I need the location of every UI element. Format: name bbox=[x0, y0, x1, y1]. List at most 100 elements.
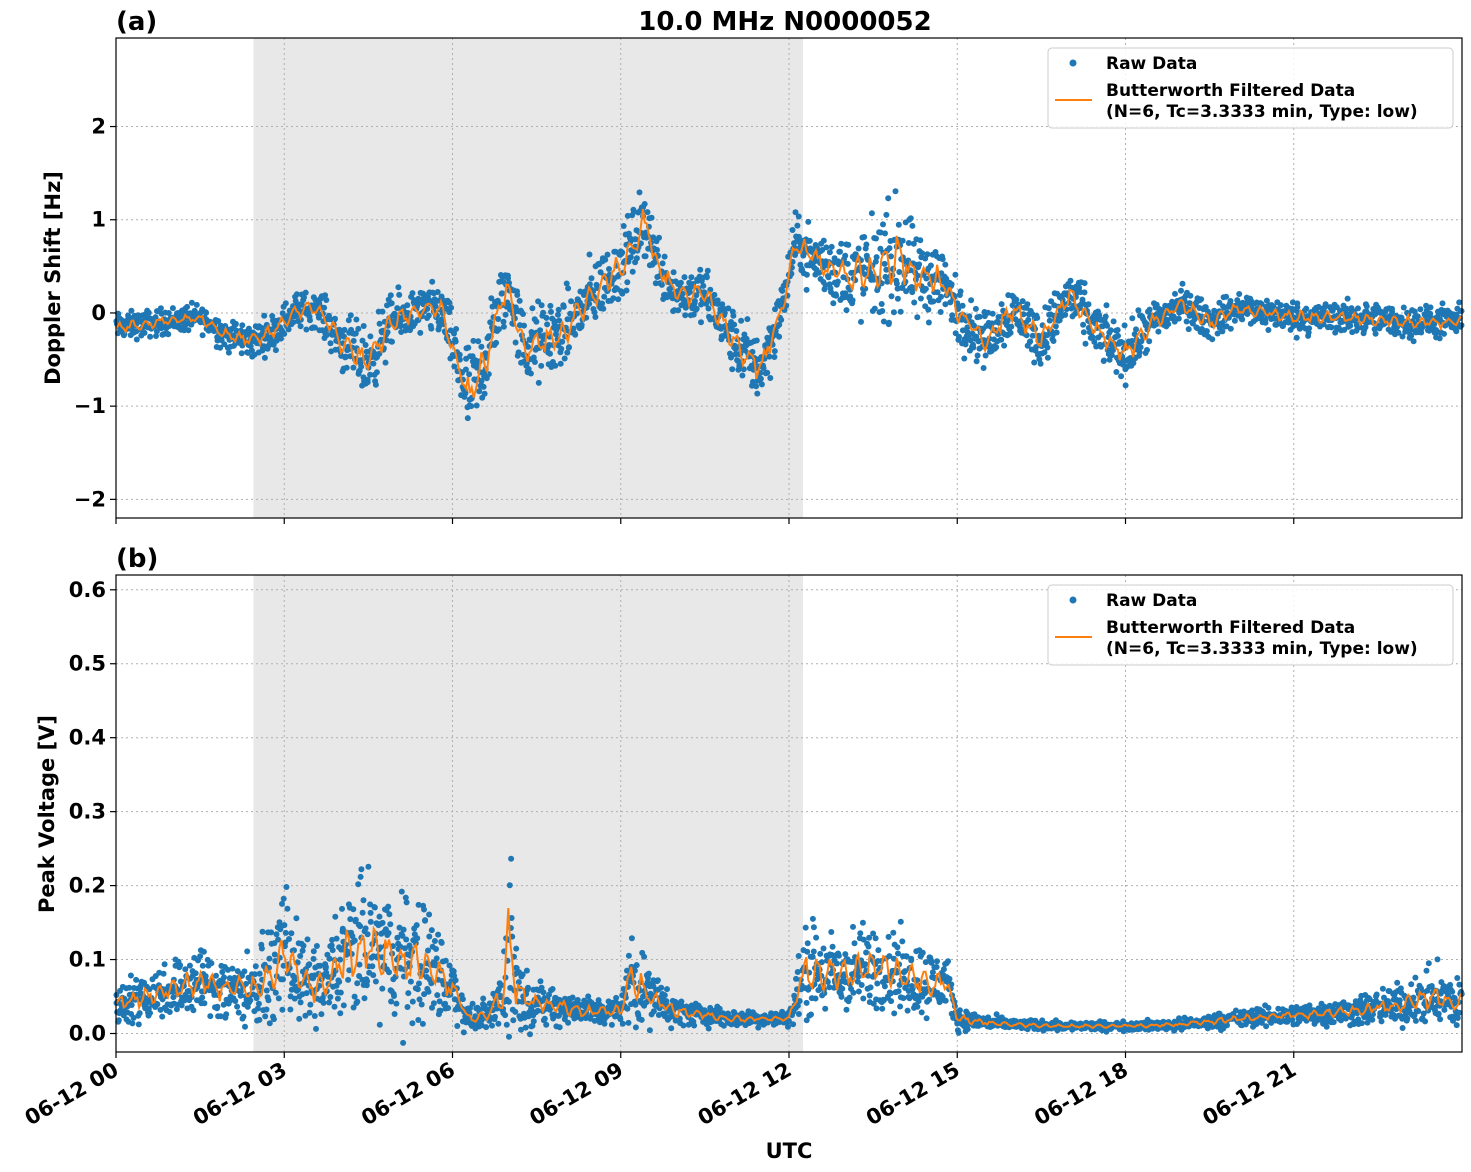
raw-data-point bbox=[359, 337, 366, 344]
raw-data-point bbox=[1265, 327, 1272, 333]
raw-data-point bbox=[886, 953, 893, 960]
raw-data-point bbox=[821, 990, 828, 997]
raw-data-point bbox=[525, 366, 532, 372]
raw-data-point bbox=[957, 288, 964, 295]
raw-data-point bbox=[475, 338, 482, 345]
raw-data-point bbox=[327, 340, 334, 347]
raw-data-point bbox=[691, 1022, 698, 1029]
raw-data-point bbox=[753, 383, 760, 390]
raw-data-point bbox=[470, 337, 477, 344]
raw-data-point bbox=[450, 968, 457, 975]
raw-data-point bbox=[510, 1017, 517, 1024]
raw-data-point bbox=[677, 279, 684, 286]
raw-data-point bbox=[812, 995, 819, 1002]
raw-data-point bbox=[546, 991, 552, 998]
raw-data-point bbox=[873, 1005, 880, 1012]
raw-data-point bbox=[362, 925, 369, 932]
raw-data-point bbox=[858, 982, 865, 988]
raw-data-point bbox=[973, 333, 980, 340]
raw-data-point bbox=[403, 899, 410, 906]
raw-data-point bbox=[397, 323, 404, 330]
raw-data-point bbox=[244, 1003, 251, 1010]
raw-data-point bbox=[1046, 317, 1053, 324]
raw-data-point bbox=[555, 311, 561, 318]
raw-data-point bbox=[293, 291, 300, 298]
raw-data-point bbox=[1081, 289, 1088, 296]
raw-data-point bbox=[428, 325, 435, 332]
raw-data-point bbox=[686, 289, 693, 295]
raw-data-point bbox=[705, 1025, 712, 1032]
raw-data-point bbox=[317, 962, 324, 969]
raw-data-point bbox=[917, 237, 924, 244]
raw-data-point bbox=[794, 1002, 801, 1009]
filtered-data-line bbox=[115, 208, 1463, 398]
raw-data-point bbox=[555, 306, 562, 313]
raw-data-point bbox=[940, 966, 947, 973]
raw-data-point bbox=[482, 350, 489, 357]
raw-data-point bbox=[1293, 334, 1300, 341]
raw-data-point bbox=[304, 936, 311, 943]
raw-data-point bbox=[169, 305, 176, 312]
raw-data-point bbox=[868, 210, 875, 217]
raw-data-point bbox=[645, 970, 652, 977]
raw-data-point bbox=[376, 320, 383, 327]
raw-data-point bbox=[345, 317, 352, 324]
raw-data-point bbox=[861, 234, 868, 240]
raw-data-point bbox=[434, 992, 441, 999]
raw-data-point bbox=[284, 905, 291, 912]
raw-data-point bbox=[843, 307, 850, 314]
raw-data-point bbox=[153, 328, 160, 335]
raw-data-point bbox=[355, 325, 362, 332]
raw-data-point bbox=[1294, 304, 1301, 311]
raw-data-point bbox=[518, 1026, 524, 1033]
raw-data-point bbox=[688, 274, 695, 281]
raw-data-point bbox=[890, 929, 897, 936]
raw-data-point bbox=[199, 994, 206, 1001]
raw-data-point bbox=[535, 298, 542, 305]
raw-data-point bbox=[464, 415, 471, 422]
raw-data-point bbox=[208, 960, 215, 967]
raw-data-point bbox=[595, 997, 602, 1004]
raw-data-point bbox=[1146, 338, 1153, 345]
raw-data-point bbox=[466, 371, 473, 378]
raw-data-point bbox=[968, 297, 975, 304]
raw-data-point bbox=[720, 1022, 727, 1029]
raw-data-point bbox=[275, 995, 282, 1002]
raw-data-point bbox=[624, 967, 630, 974]
raw-data-point bbox=[883, 211, 890, 218]
raw-data-point bbox=[367, 371, 374, 378]
raw-data-point bbox=[625, 1019, 632, 1026]
raw-data-point bbox=[1422, 312, 1429, 319]
raw-data-point bbox=[1136, 349, 1143, 356]
raw-data-point bbox=[1170, 313, 1177, 320]
raw-data-point bbox=[358, 363, 365, 370]
raw-data-point bbox=[685, 1021, 692, 1028]
raw-data-point bbox=[785, 1017, 792, 1024]
raw-data-point bbox=[311, 324, 318, 331]
raw-data-point bbox=[1436, 335, 1443, 342]
raw-data-point bbox=[663, 998, 670, 1005]
raw-data-point bbox=[258, 945, 265, 952]
raw-data-point bbox=[290, 319, 297, 326]
raw-data-point bbox=[270, 1016, 277, 1023]
raw-data-point bbox=[749, 378, 756, 385]
raw-data-point bbox=[285, 326, 292, 333]
raw-data-point bbox=[923, 1015, 930, 1022]
raw-data-point bbox=[902, 968, 908, 975]
raw-data-point bbox=[753, 337, 760, 344]
raw-data-point bbox=[505, 275, 511, 282]
raw-data-point bbox=[234, 1003, 241, 1010]
raw-data-point bbox=[343, 364, 350, 371]
raw-data-point bbox=[795, 213, 802, 220]
raw-data-point bbox=[564, 349, 571, 356]
raw-data-point bbox=[407, 978, 414, 985]
raw-data-point bbox=[199, 332, 206, 339]
raw-data-point bbox=[359, 909, 366, 916]
raw-data-point bbox=[795, 1011, 802, 1017]
raw-data-point bbox=[961, 355, 968, 362]
raw-data-point bbox=[1110, 318, 1117, 325]
raw-data-point bbox=[1024, 301, 1031, 308]
raw-data-point bbox=[324, 331, 330, 338]
raw-data-point bbox=[502, 311, 509, 318]
